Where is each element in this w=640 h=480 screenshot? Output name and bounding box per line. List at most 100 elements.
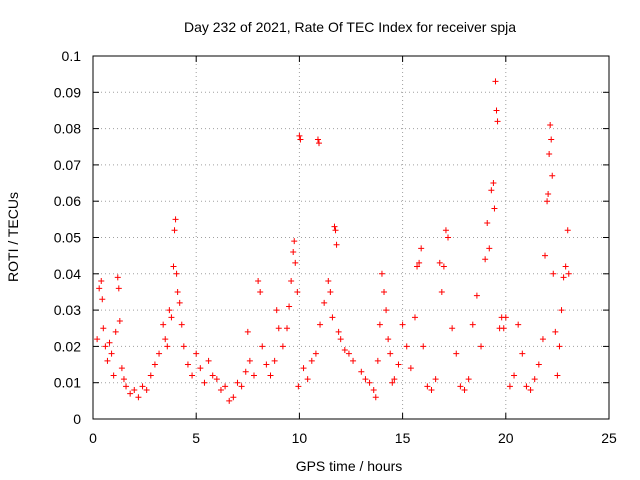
- data-point: [461, 386, 468, 393]
- y-axis-label: ROTI / TECUs: [5, 192, 21, 282]
- data-point: [116, 317, 123, 324]
- data-point: [345, 350, 352, 357]
- y-tick-label: 0.09: [54, 84, 81, 100]
- data-point: [473, 292, 480, 299]
- data-point: [222, 383, 229, 390]
- data-point: [291, 238, 298, 245]
- data-point: [96, 285, 103, 292]
- data-point: [391, 376, 398, 383]
- data-point: [300, 365, 307, 372]
- data-point: [290, 249, 297, 256]
- data-point: [164, 343, 171, 350]
- data-point: [250, 372, 257, 379]
- data-point: [407, 365, 414, 372]
- y-tick-label: 0.1: [62, 48, 82, 64]
- data-point: [308, 357, 315, 364]
- data-point: [267, 372, 274, 379]
- data-point: [465, 376, 472, 383]
- data-point: [100, 325, 107, 332]
- data-point: [114, 274, 121, 281]
- data-point: [493, 107, 500, 114]
- plot-frame: [92, 55, 610, 420]
- data-point: [381, 288, 388, 295]
- data-point: [399, 321, 406, 328]
- data-point: [511, 372, 518, 379]
- data-points: [94, 78, 572, 404]
- data-point: [102, 343, 109, 350]
- data-point: [350, 357, 357, 364]
- data-point: [99, 296, 106, 303]
- data-point: [554, 372, 561, 379]
- data-point: [558, 307, 565, 314]
- data-point: [523, 383, 530, 390]
- data-point: [242, 368, 249, 375]
- data-point: [488, 187, 495, 194]
- data-point: [201, 379, 208, 386]
- y-tick-label: 0.02: [54, 338, 81, 354]
- data-point: [263, 361, 270, 368]
- data-point: [527, 386, 534, 393]
- data-point: [151, 361, 158, 368]
- data-point: [131, 386, 138, 393]
- data-point: [453, 350, 460, 357]
- data-point: [484, 219, 491, 226]
- data-point: [209, 372, 216, 379]
- data-point: [560, 274, 567, 281]
- data-point: [279, 343, 286, 350]
- data-point: [544, 198, 551, 205]
- data-point: [395, 361, 402, 368]
- data-point: [332, 227, 339, 234]
- data-point: [156, 350, 163, 357]
- data-point: [370, 386, 377, 393]
- data-point: [246, 357, 253, 364]
- data-point: [519, 350, 526, 357]
- data-point: [98, 278, 105, 285]
- data-point: [420, 343, 427, 350]
- data-point: [162, 336, 169, 343]
- data-point: [108, 350, 115, 357]
- data-point: [515, 321, 522, 328]
- data-point: [294, 288, 301, 295]
- data-point: [329, 314, 336, 321]
- x-tick-label: 15: [395, 430, 411, 446]
- data-point: [564, 227, 571, 234]
- data-point: [166, 307, 173, 314]
- y-axis-ticks: 0 0.01 0.02 0.03 0.04 0.05 0.06 0.07 0.08 0.09 0.1: [54, 48, 609, 427]
- data-point: [296, 132, 303, 139]
- data-point: [490, 180, 497, 187]
- grid-lines: [93, 56, 609, 419]
- x-axis-label: GPS time / hours: [296, 458, 403, 474]
- data-point: [325, 278, 332, 285]
- data-point: [259, 343, 266, 350]
- data-point: [442, 227, 449, 234]
- x-tick-label: 0: [89, 430, 97, 446]
- data-point: [112, 328, 119, 335]
- y-tick-label: 0.03: [54, 302, 81, 318]
- data-point: [550, 270, 557, 277]
- data-point: [193, 350, 200, 357]
- data-point: [414, 263, 421, 270]
- data-point: [118, 365, 125, 372]
- x-tick-label: 25: [601, 430, 617, 446]
- x-axis-ticks: 0 5 10 15 20 25: [89, 56, 617, 446]
- data-point: [562, 263, 569, 270]
- data-point: [535, 361, 542, 368]
- data-point: [403, 343, 410, 350]
- data-point: [284, 325, 291, 332]
- data-point: [139, 383, 146, 390]
- data-point: [143, 386, 150, 393]
- data-point: [327, 288, 334, 295]
- data-point: [312, 350, 319, 357]
- data-point: [286, 303, 293, 310]
- data-point: [486, 245, 493, 252]
- data-point: [445, 234, 452, 241]
- data-point: [440, 263, 447, 270]
- data-point: [331, 223, 338, 230]
- data-point: [545, 190, 552, 197]
- data-point: [147, 372, 154, 379]
- data-point: [432, 376, 439, 383]
- data-point: [197, 365, 204, 372]
- data-point: [94, 336, 101, 343]
- data-point: [120, 376, 127, 383]
